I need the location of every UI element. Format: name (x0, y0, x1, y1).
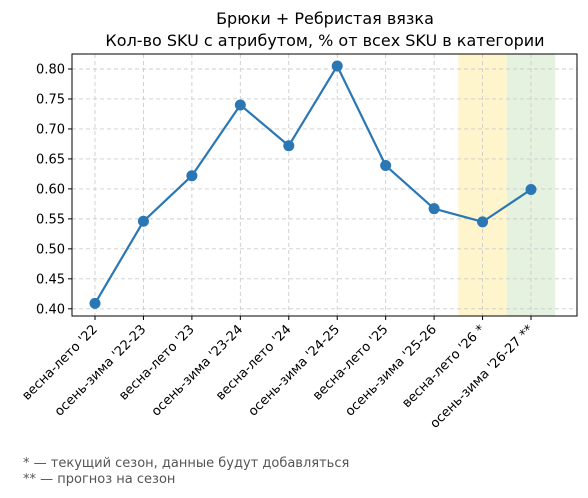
highlight-band-1 (458, 54, 507, 316)
x-tick-label-7: осень-зима '25-26 (343, 322, 440, 419)
data-point-9 (525, 183, 537, 195)
footnote-current-season: * — текущий сезон, данные будут добавлят… (23, 456, 350, 471)
y-tick-label-1: 0.45 (36, 272, 65, 287)
y-tick-label-3: 0.55 (36, 212, 65, 227)
x-tick-label-1: осень-зима '22-23 (52, 322, 149, 419)
series-line (94, 64, 532, 304)
footnote-forecast: ** — прогноз на сезон (23, 472, 176, 487)
y-tick-label-5: 0.65 (36, 152, 65, 167)
data-point-8 (477, 216, 489, 228)
chart-title-line-2: Кол-во SKU с атрибутом, % от всех SKU в … (105, 31, 544, 50)
data-point-3 (234, 99, 246, 111)
data-point-5 (331, 60, 343, 72)
y-tick-label-0: 0.40 (36, 302, 65, 317)
chart-title-line-1: Брюки + Ребристая вязка (216, 9, 434, 28)
data-point-4 (283, 140, 295, 152)
data-point-1 (137, 215, 149, 227)
x-tick-label-3: осень-зима '23-24 (149, 322, 246, 419)
data-point-2 (186, 170, 198, 182)
plot-frame (71, 53, 578, 317)
data-point-7 (428, 203, 440, 215)
x-tick-label-5: осень-зима '24-25 (246, 322, 343, 419)
y-tick-label-4: 0.60 (36, 182, 65, 197)
y-tick-label-6: 0.70 (36, 122, 65, 137)
y-tick-label-2: 0.50 (36, 242, 65, 257)
y-tick-label-8: 0.80 (36, 62, 65, 77)
y-tick-label-7: 0.75 (36, 92, 65, 107)
data-point-6 (380, 160, 392, 172)
data-point-0 (89, 297, 101, 309)
x-tick-label-8: весна-лето '26 * (400, 322, 489, 411)
